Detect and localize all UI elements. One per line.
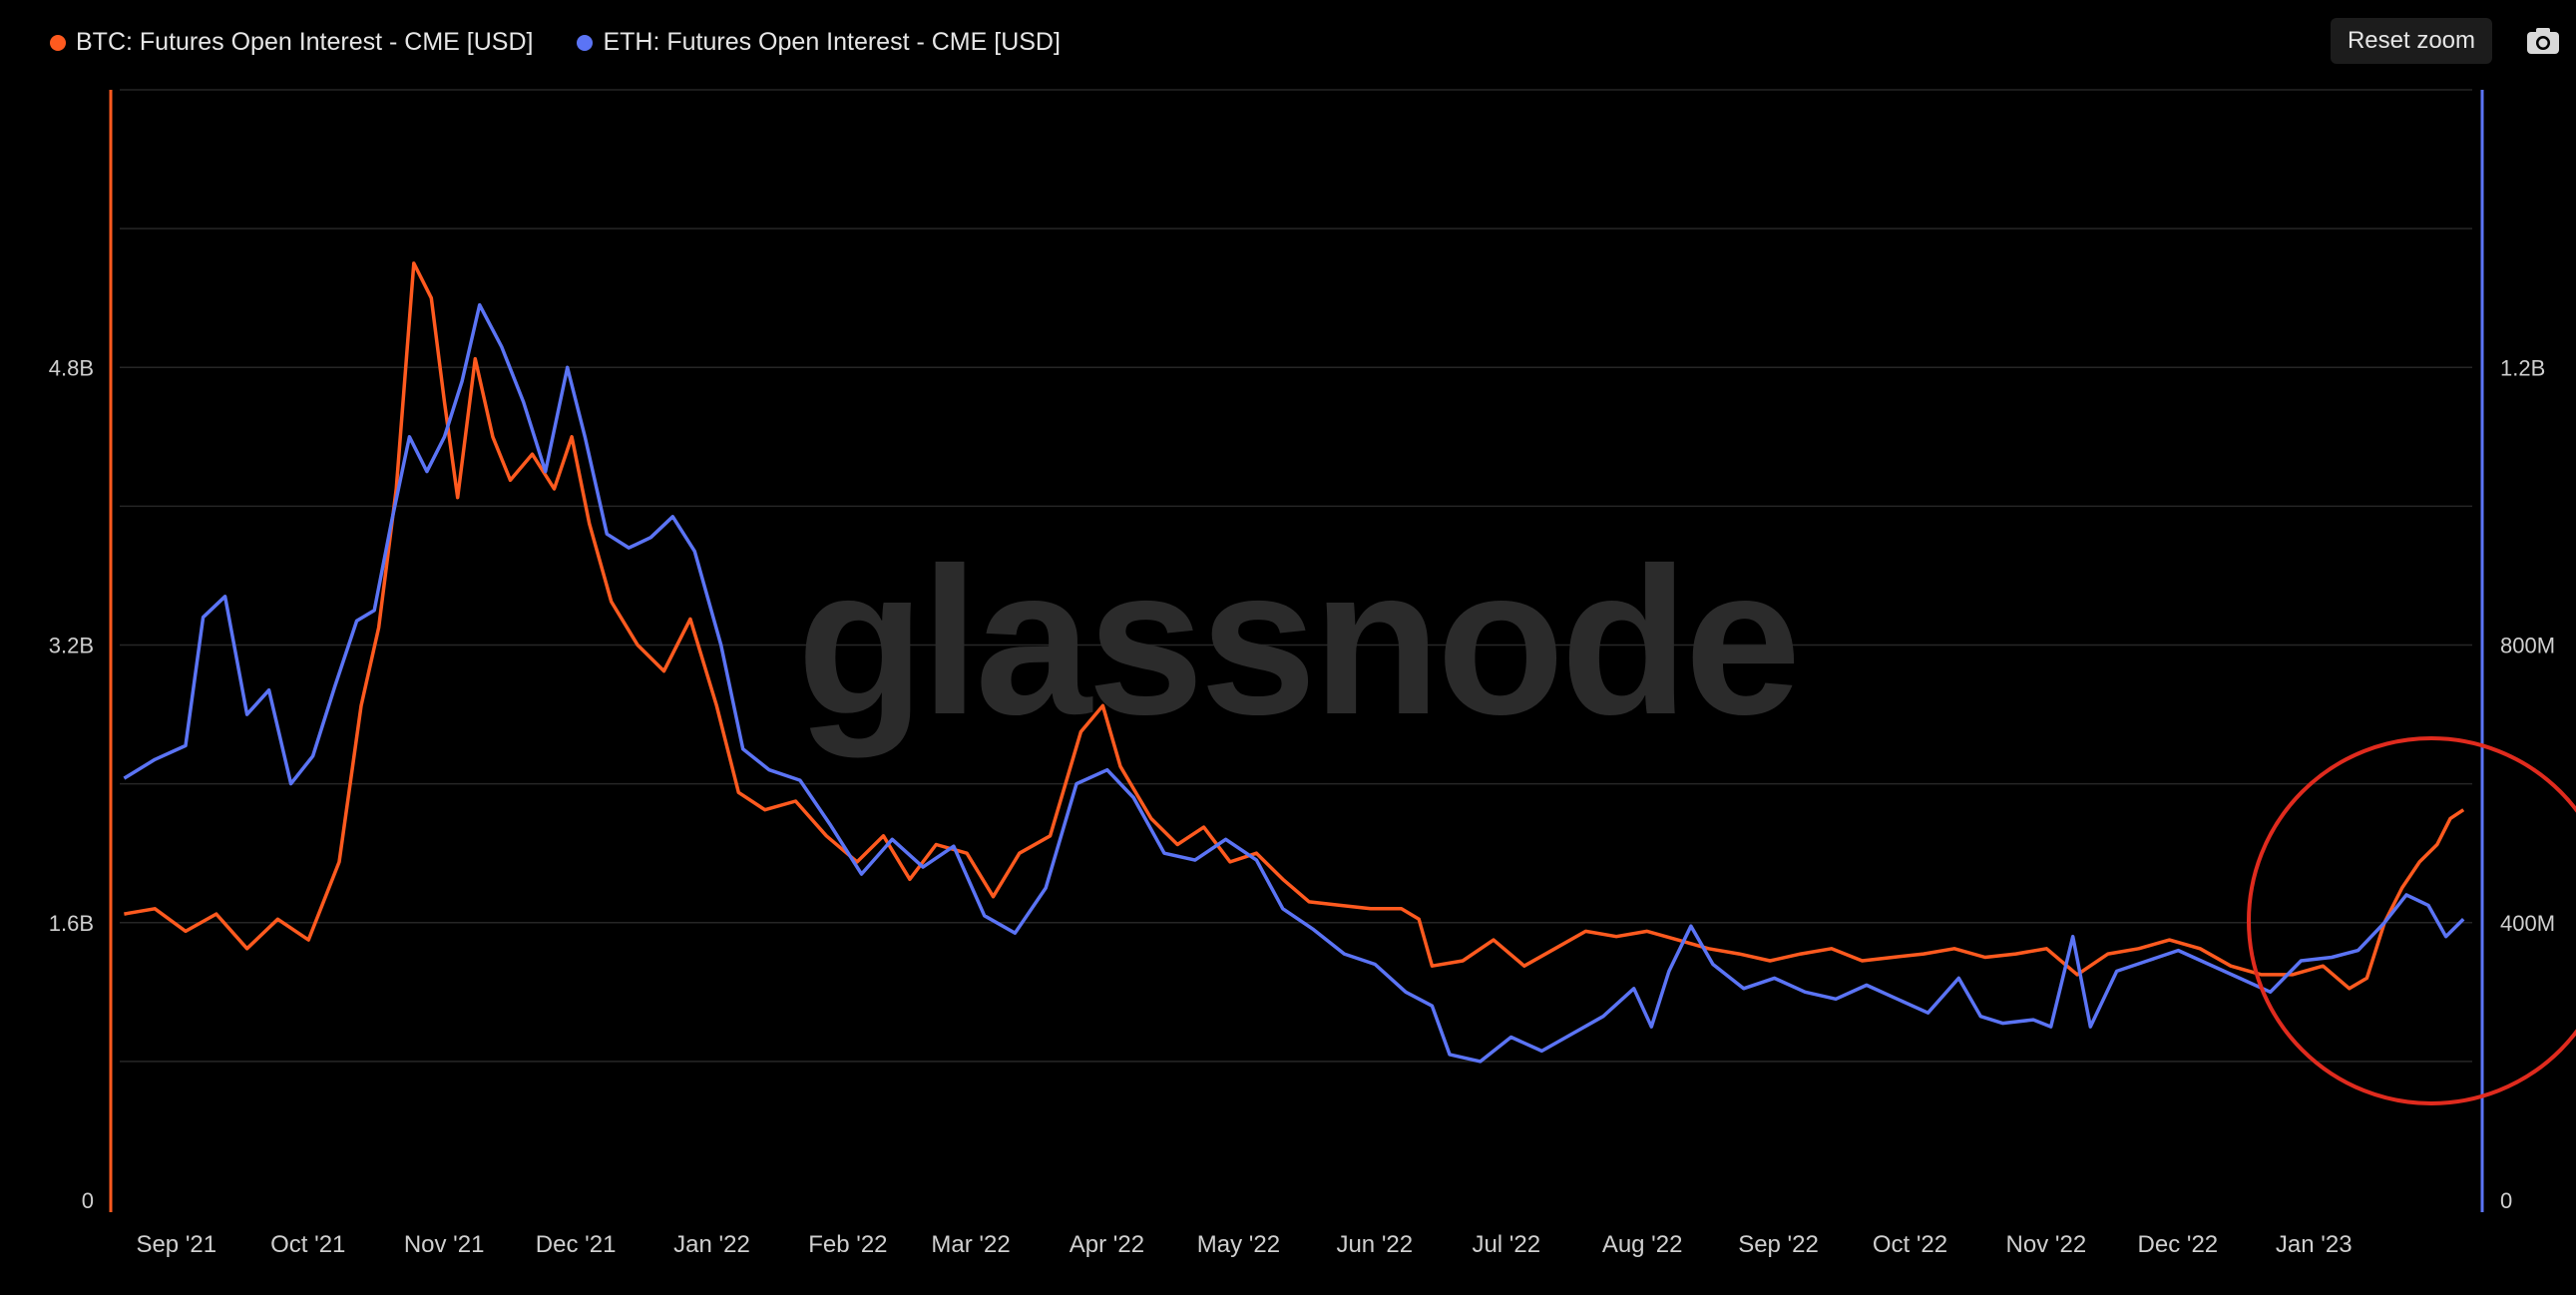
legend-label-eth: ETH: Futures Open Interest - CME [USD] <box>603 28 1061 56</box>
x-tick-label: Feb '22 <box>808 1231 887 1258</box>
legend-item-eth[interactable]: ETH: Futures Open Interest - CME [USD] <box>577 28 1061 57</box>
x-tick-label: Jun '22 <box>1336 1231 1413 1258</box>
x-tick-label: Sep '21 <box>136 1231 216 1258</box>
right-tick-label: 1.2B <box>2500 355 2545 380</box>
x-tick-label: Sep '22 <box>1738 1231 1819 1258</box>
x-tick-label: Jan '23 <box>2276 1231 2353 1258</box>
left-tick-label: 0 <box>82 1188 94 1213</box>
grid-lines <box>120 89 2472 1063</box>
legend-item-btc[interactable]: BTC: Futures Open Interest - CME [USD] <box>50 28 533 57</box>
legend: BTC: Futures Open Interest - CME [USD] E… <box>50 28 1061 57</box>
camera-icon[interactable] <box>2524 22 2562 60</box>
series-points <box>124 262 2464 1062</box>
x-tick-label: Oct '22 <box>1873 1231 1947 1258</box>
right-tick-label: 400M <box>2500 911 2555 936</box>
left-tick-label: 4.8B <box>49 355 94 380</box>
annotation-circle <box>2247 736 2576 1105</box>
x-tick-label: Nov '22 <box>2006 1231 2087 1258</box>
x-tick-label: Nov '21 <box>404 1231 485 1258</box>
x-axis-ticks: Sep '21 Oct '21 Nov '21 Dec '21 Jan '22 Feb '… <box>136 1231 2352 1258</box>
right-axis-ticks: 0 400M 800M 1.2B <box>2500 355 2555 1213</box>
reset-zoom-button[interactable]: Reset zoom <box>2331 18 2492 64</box>
x-tick-label: Dec '22 <box>2138 1231 2219 1258</box>
x-tick-label: Apr '22 <box>1070 1231 1144 1258</box>
right-tick-label: 800M <box>2500 634 2555 658</box>
x-tick-label: Jan '22 <box>673 1231 750 1258</box>
legend-dot-eth <box>577 34 594 51</box>
series-line-eth <box>123 302 2465 1064</box>
left-tick-label: 3.2B <box>49 634 94 658</box>
legend-label-btc: BTC: Futures Open Interest - CME [USD] <box>76 28 534 56</box>
left-tick-label: 1.6B <box>49 911 94 936</box>
x-tick-label: Mar '22 <box>931 1231 1010 1258</box>
x-tick-label: Jul '22 <box>1472 1231 1540 1258</box>
x-tick-label: May '22 <box>1197 1231 1280 1258</box>
x-tick-label: Oct '21 <box>270 1231 345 1258</box>
x-tick-label: Dec '21 <box>536 1231 617 1258</box>
right-tick-label: 0 <box>2500 1188 2512 1213</box>
watermark: glassnode <box>797 524 1798 758</box>
left-axis-ticks: 0 1.6B 3.2B 4.8B <box>49 355 94 1213</box>
legend-dot-btc <box>50 34 66 51</box>
x-tick-label: Aug '22 <box>1602 1231 1683 1258</box>
